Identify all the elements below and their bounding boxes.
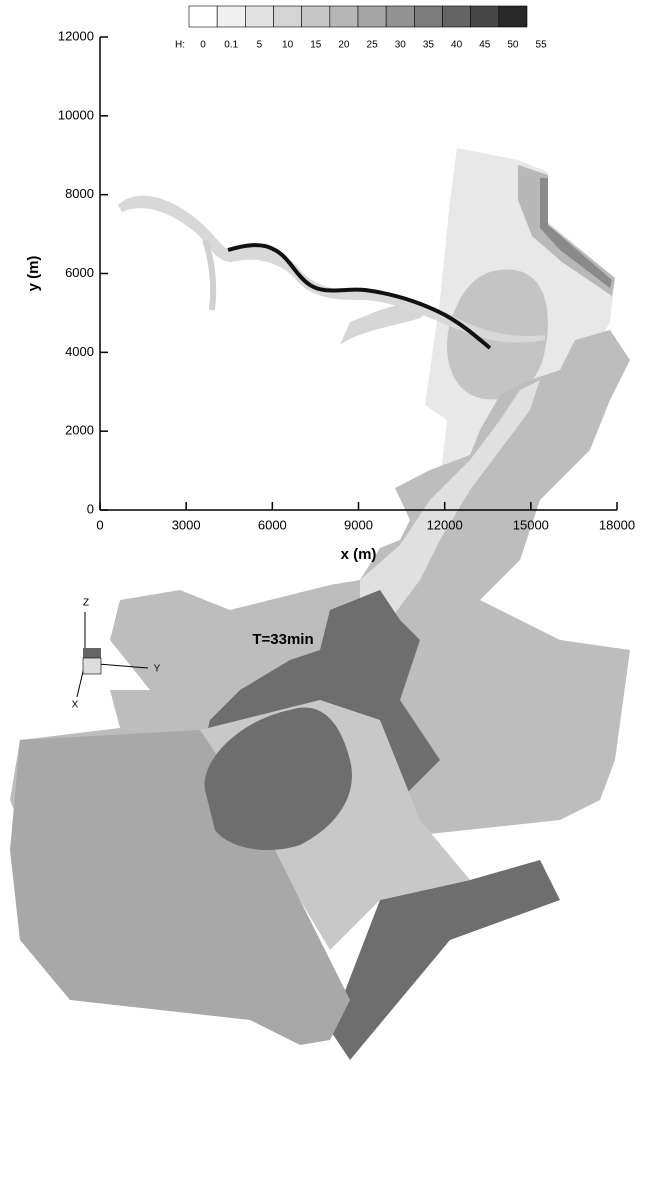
triad-face bbox=[83, 658, 101, 674]
colorbar-swatch bbox=[414, 6, 442, 27]
colorbar-swatch bbox=[189, 6, 217, 27]
x-tick-label: 15000 bbox=[513, 517, 549, 532]
surface-render bbox=[10, 330, 630, 1060]
colorbar-swatch bbox=[499, 6, 527, 27]
colorbar-swatch bbox=[358, 6, 386, 27]
colorbar-label: 0 bbox=[200, 40, 206, 51]
colorbar-label: 25 bbox=[367, 40, 379, 51]
colorbar-swatch bbox=[274, 6, 302, 27]
x-tick-label: 12000 bbox=[427, 517, 463, 532]
colorbar-label: 10 bbox=[282, 40, 294, 51]
colorbar-label: 30 bbox=[395, 40, 407, 51]
x-tick-label: 3000 bbox=[172, 517, 201, 532]
colorbar-swatch bbox=[217, 6, 245, 27]
y-tick-label: 12000 bbox=[58, 28, 94, 43]
colorbar-label: 5 bbox=[257, 40, 263, 51]
colorbar-label: 55 bbox=[536, 40, 548, 51]
y-tick-label: 8000 bbox=[65, 186, 94, 201]
colorbar-label: 40 bbox=[451, 40, 463, 51]
figure: 0 3000 6000 9000 12000 15000 18000 0 2000 4000 600… bbox=[0, 0, 650, 1202]
y-tick-label: 4000 bbox=[65, 344, 94, 359]
page: {"chart_data": [ {"type": "contour", "xl… bbox=[0, 0, 650, 1202]
triad-face bbox=[83, 648, 101, 658]
y-axis-label: y (m) bbox=[25, 256, 42, 292]
x-tick-label: 6000 bbox=[258, 517, 287, 532]
colorbar-swatch bbox=[245, 6, 273, 27]
colorbar-swatch bbox=[386, 6, 414, 27]
y-tick-label: 10000 bbox=[58, 107, 94, 122]
y-tick-label: 6000 bbox=[65, 265, 94, 280]
colorbar-swatch bbox=[443, 6, 471, 27]
colorbar-label: 35 bbox=[423, 40, 435, 51]
colorbar-label: 20 bbox=[338, 40, 350, 51]
colorbar-swatch bbox=[471, 6, 499, 27]
x-tick-label: 0 bbox=[96, 517, 103, 532]
colorbar-title: H: bbox=[175, 40, 185, 51]
axis-label: Z bbox=[83, 598, 89, 609]
x-axis-label: x (m) bbox=[341, 546, 377, 563]
x-tick-label: 18000 bbox=[599, 517, 635, 532]
axis-label: Y bbox=[154, 664, 161, 675]
y-tick-label: 0 bbox=[87, 501, 94, 516]
colorbar-swatch bbox=[330, 6, 358, 27]
annotation: T=33min bbox=[252, 631, 313, 648]
y-tick-label: 2000 bbox=[65, 423, 94, 438]
axis-label: X bbox=[72, 700, 79, 711]
colorbar-label: 15 bbox=[310, 40, 322, 51]
colorbar-label: 45 bbox=[479, 40, 491, 51]
x-tick-label: 9000 bbox=[344, 517, 373, 532]
colorbar-label: 0.1 bbox=[224, 40, 238, 51]
colorbar-label: 50 bbox=[507, 40, 519, 51]
colorbar-swatch bbox=[302, 6, 330, 27]
